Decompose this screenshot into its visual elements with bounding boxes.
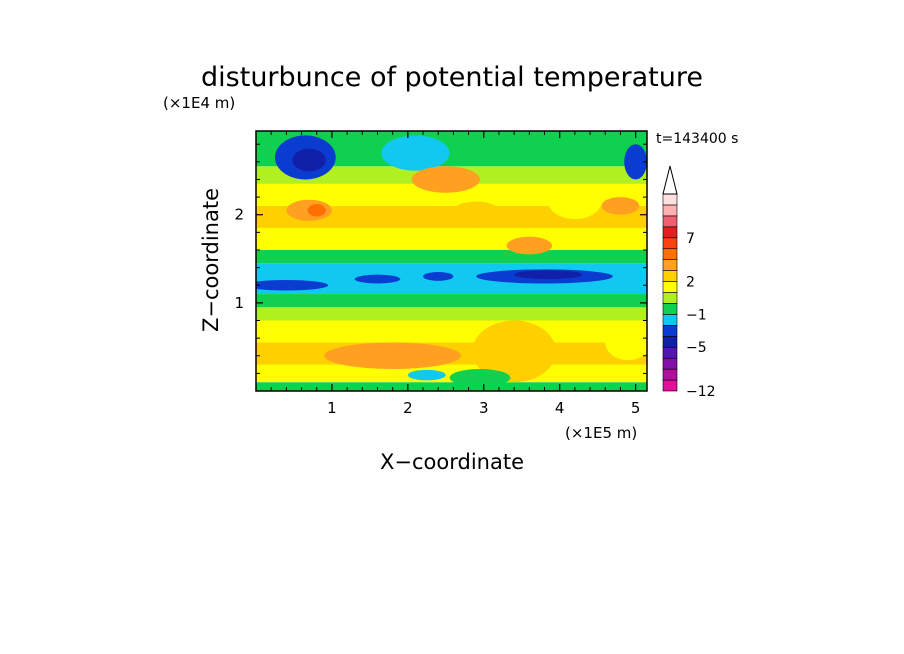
x-tick-label: 2 (403, 399, 413, 417)
contour-patch (381, 135, 450, 171)
colorbar-label: 7 (686, 231, 695, 247)
x-axis-label: X−coordinate (380, 450, 524, 474)
x-tick-label: 4 (555, 399, 565, 417)
colorbar-label: −5 (686, 340, 707, 356)
contour-patch (605, 324, 647, 361)
x-unit-label: (×1E5 m) (565, 424, 637, 442)
contour-patch (407, 369, 446, 381)
contour-patch (307, 204, 326, 217)
contour-band (256, 364, 647, 383)
time-label: t=143400 s (656, 131, 738, 147)
y-tick-label: 1 (234, 294, 244, 312)
colorbar-label: −1 (686, 307, 707, 323)
colorbar-extend-arrow (662, 165, 678, 195)
colorbar-swatch (662, 215, 678, 228)
y-tick-label: 2 (234, 206, 244, 224)
contour-patch (472, 320, 556, 383)
contour-patch (514, 270, 583, 280)
contour-band (256, 249, 647, 264)
colorbar-swatch (662, 357, 678, 370)
x-tick-label: 3 (479, 399, 489, 417)
contour-field (256, 131, 647, 391)
colorbar-swatch (662, 368, 678, 381)
contour-patch (449, 201, 503, 228)
chart-title: disturbunce of potential temperature (201, 62, 703, 93)
contour-patch (256, 279, 329, 291)
contour-band (256, 227, 647, 250)
colorbar-swatch (662, 248, 678, 260)
y-axis: 12 (234, 143, 647, 374)
contour-patch (423, 272, 454, 281)
contour-band (256, 320, 647, 343)
colorbar-swatch (662, 193, 678, 206)
colorbar-swatch (662, 259, 678, 271)
contour-patch (324, 342, 461, 369)
contour-band (256, 307, 647, 321)
x-axis: 1 2 3 4 5 (270, 131, 641, 417)
contour-patch (292, 148, 326, 172)
colorbar-swatch (662, 379, 678, 392)
colorbar-swatch (662, 270, 678, 282)
contour-band (256, 382, 647, 391)
colorbar-swatch (662, 204, 678, 217)
contour-patch (354, 274, 401, 284)
colorbar: 7 2 −1 −5 −12 (662, 165, 716, 400)
colorbar-swatch (662, 303, 678, 315)
y-axis-label: Z−coordinate (199, 188, 223, 332)
y-unit-label: (×1E4 m) (163, 94, 235, 112)
colorbar-swatch (662, 226, 678, 239)
colorbar-swatch (662, 314, 678, 326)
colorbar-label: −12 (686, 384, 716, 400)
colorbar-swatch (662, 325, 678, 337)
colorbar-label: 2 (686, 275, 695, 291)
plot-frame (255, 130, 648, 392)
colorbar-swatch (662, 281, 678, 293)
contour-patch (624, 144, 647, 180)
x-tick-label: 1 (327, 399, 337, 417)
colorbar-swatch (662, 346, 678, 359)
contour-patch (601, 197, 640, 215)
contour-patch (548, 183, 602, 220)
colorbar-swatch (662, 335, 678, 348)
contour-patch (449, 368, 511, 387)
colorbar-swatch (662, 237, 678, 250)
contour-patch (506, 236, 553, 255)
x-tick-label: 5 (631, 399, 641, 417)
colorbar-swatch (662, 292, 678, 304)
contour-band (256, 294, 647, 308)
contour-patch (411, 166, 480, 193)
